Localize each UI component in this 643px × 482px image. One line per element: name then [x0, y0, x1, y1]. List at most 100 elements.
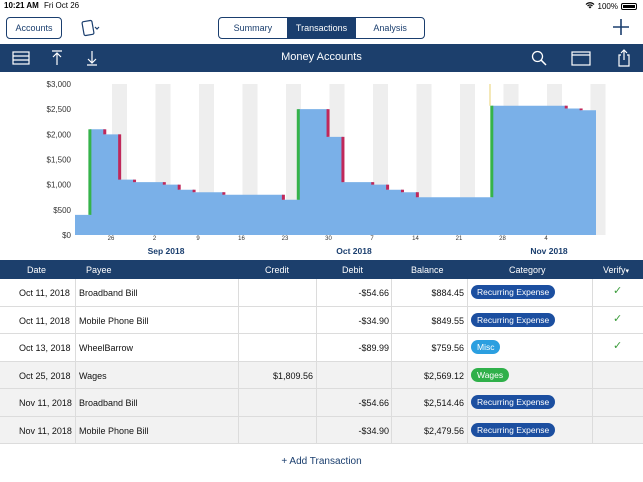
table-row[interactable]: Oct 13, 2018 WheelBarrow -$89.99 $759.56… [0, 334, 643, 362]
balance-chart[interactable]: $3,000 $2,500 $2,000 $1,500 $1,000 $500 $0 26 2 9… [0, 72, 643, 260]
status-time: 10:21 AM [4, 1, 39, 10]
document-icon[interactable] [78, 16, 102, 40]
x-tick-label: 28 [499, 236, 506, 242]
column-divider [238, 334, 239, 361]
table-row[interactable]: Oct 11, 2018 Broadband Bill -$54.66 $884… [0, 279, 643, 307]
debit-marker [579, 108, 583, 111]
view-segmented-control: Summary Transactions Analysis [218, 17, 425, 39]
row-payee: WheelBarrow [79, 343, 134, 353]
y-tick-label: $0 [62, 231, 71, 240]
row-date: Oct 25, 2018 [19, 370, 71, 381]
verified-check-icon[interactable] [613, 367, 625, 379]
debit-marker [326, 109, 330, 137]
category-badge: Misc [471, 340, 501, 354]
verified-check-icon[interactable]: ✓ [613, 312, 623, 325]
column-divider [75, 279, 76, 306]
y-tick-label: $500 [53, 206, 71, 215]
balance-chart-svg: $3,000 $2,500 $2,000 $1,500 $1,000 $500 $0 26 2 9… [47, 80, 606, 256]
col-payee[interactable]: Payee [86, 265, 112, 275]
col-debit[interactable]: Debit [342, 265, 364, 275]
y-tick-label: $2,500 [47, 105, 72, 114]
search-icon[interactable] [529, 48, 549, 68]
table-row[interactable]: Nov 11, 2018 Mobile Phone Bill -$34.90 $… [0, 416, 643, 444]
verified-check-icon[interactable] [613, 394, 625, 406]
status-right: 100% [585, 1, 637, 11]
table-row[interactable]: Nov 11, 2018 Broadband Bill -$54.66 $2,5… [0, 389, 643, 417]
column-divider [75, 389, 76, 416]
nav-bar: Accounts Summary Transactions Analysis [0, 12, 643, 44]
table-row[interactable]: Oct 11, 2018 Mobile Phone Bill -$34.90 $… [0, 306, 643, 334]
column-divider [391, 416, 392, 443]
tab-analysis[interactable]: Analysis [373, 23, 407, 33]
column-divider [592, 389, 593, 416]
x-tick-label: 7 [370, 236, 374, 242]
col-category[interactable]: Category [509, 265, 546, 275]
column-divider [316, 334, 317, 361]
chart-toolbar: Money Accounts [0, 44, 643, 72]
list-icon[interactable] [11, 48, 31, 68]
x-tick-label: 4 [544, 236, 548, 242]
row-debit: -$34.90 [358, 425, 389, 436]
x-tick-label: 30 [325, 236, 332, 242]
plus-icon[interactable] [609, 15, 633, 39]
col-verify-label: Verify [603, 265, 626, 275]
debit-marker [400, 189, 404, 193]
category-badge: Wages [471, 367, 510, 382]
verified-check-icon[interactable] [613, 422, 625, 434]
column-divider [75, 361, 76, 388]
row-date: Oct 11, 2018 [19, 288, 70, 298]
x-tick-label: 26 [108, 236, 115, 242]
debit-marker [281, 194, 285, 200]
tab-summary[interactable]: Summary [219, 18, 288, 38]
column-divider [238, 416, 239, 443]
column-divider [238, 361, 239, 388]
column-divider [391, 306, 392, 333]
add-transaction-button[interactable]: + Add Transaction [281, 456, 362, 467]
row-balance: $2,479.56 [423, 425, 464, 436]
arrow-up-icon[interactable] [47, 48, 67, 68]
table-header: Date Payee Credit Debit Balance Category… [0, 260, 643, 279]
x-tick-label: 16 [238, 236, 245, 242]
x-tick-label: 2 [153, 236, 157, 242]
credit-marker [88, 129, 92, 215]
debit-marker [118, 134, 122, 180]
row-debit: -$89.99 [358, 343, 389, 353]
verified-check-icon[interactable]: ✓ [613, 340, 623, 352]
table-row[interactable]: Oct 25, 2018 Wages $1,809.56 $2,569.12 W… [0, 361, 643, 389]
accounts-button[interactable]: Accounts [6, 17, 62, 39]
col-date[interactable]: Date [27, 265, 47, 275]
share-icon[interactable] [614, 48, 634, 68]
debit-marker [564, 105, 568, 109]
row-debit: -$54.66 [358, 288, 389, 298]
row-payee: Wages [79, 370, 107, 381]
column-divider [316, 416, 317, 443]
tab-transactions[interactable]: Transactions [287, 18, 357, 38]
column-divider [592, 279, 593, 306]
status-date: Fri Oct 26 [44, 1, 80, 10]
verified-check-icon[interactable]: ✓ [613, 285, 623, 297]
debit-marker [162, 182, 166, 185]
debit-marker [192, 189, 196, 193]
month-label: Nov 2018 [530, 246, 568, 256]
debit-marker [371, 182, 375, 185]
column-divider [75, 416, 76, 443]
col-verify[interactable]: Verify▾ [603, 265, 629, 275]
debit-marker [222, 192, 226, 195]
col-credit[interactable]: Credit [265, 265, 290, 275]
arrow-down-icon[interactable] [82, 48, 102, 68]
row-balance: $884.45 [431, 288, 464, 298]
row-debit: -$54.66 [358, 398, 389, 408]
col-balance[interactable]: Balance [411, 265, 444, 275]
credit-marker [296, 109, 300, 200]
credit-marker [490, 105, 494, 198]
row-date: Nov 11, 2018 [19, 398, 72, 408]
column-divider [316, 279, 317, 306]
row-date: Oct 13, 2018 [19, 343, 71, 353]
x-tick-label: 23 [282, 236, 289, 242]
y-tick-label: $1,000 [47, 181, 72, 190]
column-divider [592, 361, 593, 388]
window-icon[interactable] [570, 48, 592, 68]
y-tick-label: $2,000 [47, 130, 72, 139]
column-divider [238, 279, 239, 306]
category-badge: Recurring Expense [471, 285, 556, 299]
